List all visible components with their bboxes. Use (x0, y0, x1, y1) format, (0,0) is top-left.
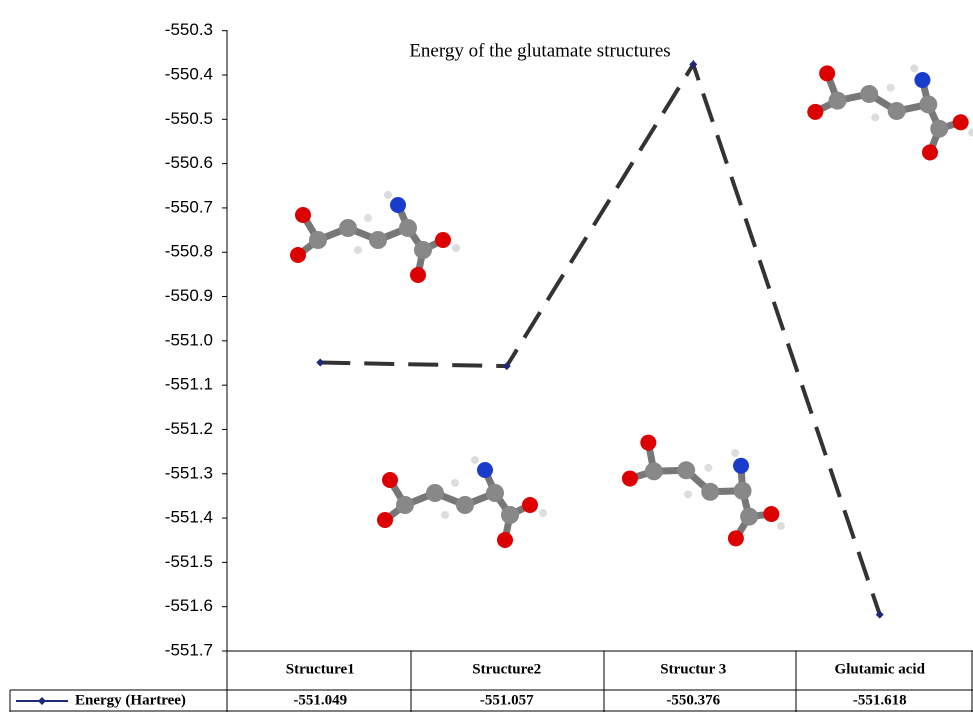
data-line (320, 64, 880, 614)
table-value: -551.057 (480, 692, 534, 708)
chart: Energy of the glutamate structures Energ… (0, 0, 973, 712)
y-tick-label: -551.0 (165, 330, 213, 349)
x-tick-label: Structure2 (472, 661, 541, 677)
table-value: -550.376 (666, 692, 720, 708)
molecule-images (290, 47, 973, 560)
legend-label: Energy (Hartree) (75, 692, 186, 708)
y-tick-label: -551.4 (165, 508, 213, 527)
x-tick-label: Structure1 (286, 661, 355, 677)
y-tick-label: -550.4 (165, 64, 213, 83)
x-tick-label: Structur 3 (660, 661, 726, 677)
y-tick-label: -550.6 (165, 153, 213, 172)
y-tick-label: -551.2 (165, 419, 213, 438)
table-value: -551.618 (853, 692, 907, 708)
y-tick-label: -550.9 (165, 286, 213, 305)
y-tick-label: -551.6 (165, 596, 213, 615)
y-tick-label: -551.3 (165, 463, 213, 482)
marker (316, 359, 324, 367)
y-tick-label: -551.5 (165, 552, 213, 571)
legend-marker (38, 697, 46, 705)
chart-title: Energy of the glutamate structures (409, 40, 670, 61)
y-tick-label: -550.8 (165, 242, 213, 261)
y-tick-label: -551.7 (165, 640, 213, 659)
table-value: -551.049 (293, 692, 347, 708)
y-tick-label: -550.5 (165, 109, 213, 128)
x-tick-label: Glutamic acid (835, 661, 926, 677)
y-tick-label: -551.1 (165, 375, 213, 394)
y-tick-label: -550.7 (165, 197, 213, 216)
y-tick-label: -550.3 (165, 20, 213, 39)
